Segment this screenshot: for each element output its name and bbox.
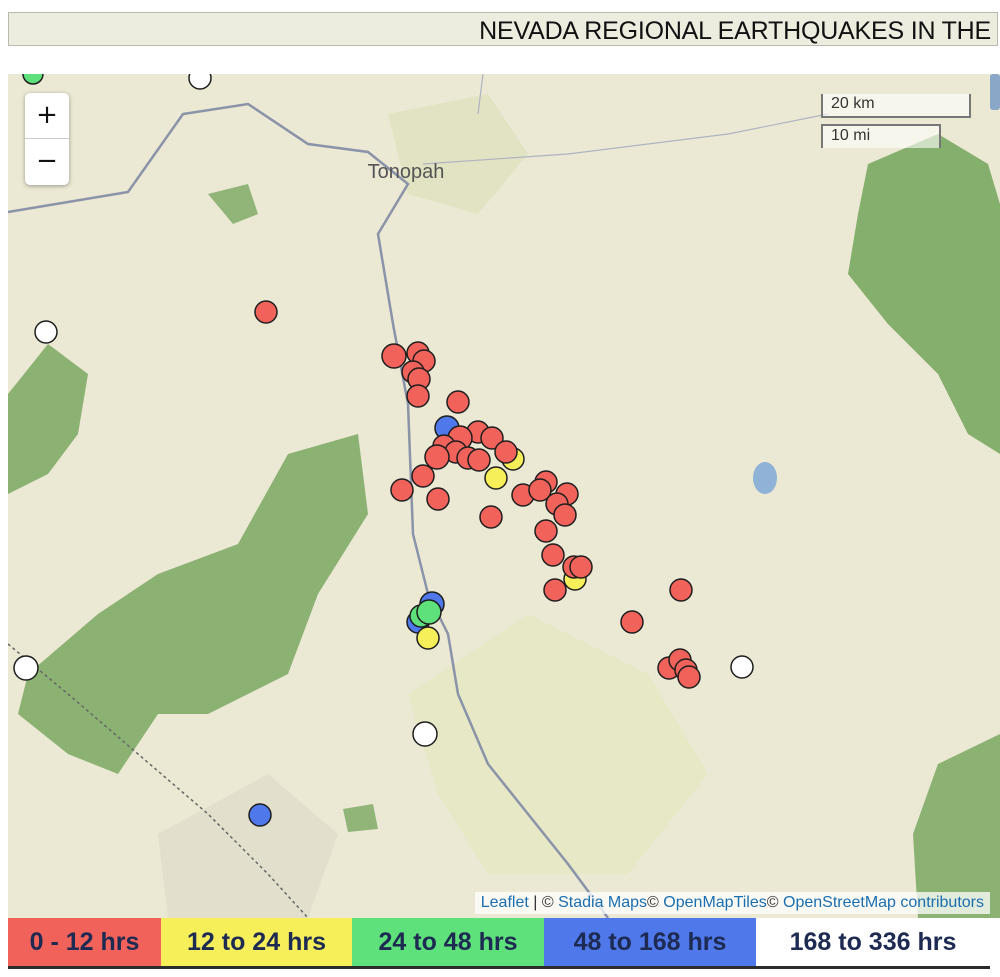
legend-item-0-12: 0 - 12 hrs	[8, 918, 161, 966]
page-title: NEVADA REGIONAL EARTHQUAKES IN THE	[479, 17, 991, 45]
valley-patch	[408, 614, 708, 874]
quake-marker-0-12	[541, 543, 565, 567]
quake-marker-0-12	[426, 487, 450, 511]
quake-marker-0-12	[446, 390, 470, 414]
quake-marker-24-48	[416, 599, 442, 625]
quake-marker-12-24	[416, 626, 440, 650]
county-boundary	[422, 113, 829, 165]
quake-marker-0-12	[480, 426, 504, 450]
quake-marker-0-12	[467, 448, 491, 472]
state-border	[8, 643, 309, 918]
ridge-patch	[158, 774, 338, 918]
copyright-symbol: ©	[766, 894, 779, 911]
quake-marker-168-336	[412, 721, 438, 747]
attribution-separator: |	[533, 894, 538, 911]
quake-marker-24-48	[22, 74, 44, 85]
quake-marker-0-12	[528, 478, 552, 502]
earthquake-markers	[13, 74, 754, 827]
quake-marker-168-336	[188, 74, 212, 90]
quake-marker-0-12	[534, 519, 558, 543]
quake-marker-0-12	[620, 610, 644, 634]
legend-item-168-336: 168 to 336 hrs	[756, 918, 990, 966]
quake-marker-0-12	[406, 384, 430, 408]
age-legend: 0 - 12 hrs 12 to 24 hrs 24 to 48 hrs 48 …	[8, 918, 990, 966]
quake-marker-0-12	[543, 578, 567, 602]
quake-marker-0-12	[479, 505, 503, 529]
quake-marker-12-24	[484, 466, 508, 490]
zoom-out-button[interactable]: −	[36, 146, 58, 176]
zoom-in-button[interactable]: +	[25, 93, 69, 139]
county-boundary	[477, 74, 484, 115]
quake-marker-0-12	[254, 300, 278, 324]
valley-patch	[388, 94, 528, 214]
stadia-link[interactable]: Stadia Maps	[558, 894, 648, 911]
quake-marker-168-336	[34, 320, 58, 344]
leaflet-link[interactable]: Leaflet	[480, 894, 529, 911]
copyright-symbol: ©	[541, 894, 554, 911]
legend-item-48-168: 48 to 168 hrs	[544, 918, 756, 966]
title-bar: NEVADA REGIONAL EARTHQUAKES IN THE	[8, 12, 998, 46]
scale-bar-km: 20 km	[821, 94, 971, 118]
quake-marker-168-336	[730, 655, 754, 679]
quake-marker-0-12	[390, 478, 414, 502]
quake-marker-0-12	[424, 444, 450, 470]
openmaptiles-link[interactable]: OpenMapTiles	[663, 894, 767, 911]
openstreetmap-link[interactable]: OpenStreetMap contributors	[783, 894, 984, 911]
quake-marker-0-12	[569, 555, 593, 579]
place-label-tonopah: Tonopah	[368, 161, 445, 183]
forest-area	[18, 434, 368, 774]
zoom-control: + −	[25, 93, 69, 185]
legend-divider	[8, 966, 990, 969]
scale-bar-mi: 10 mi	[821, 124, 941, 148]
quake-marker-0-12	[677, 665, 701, 689]
copyright-symbol: ©	[647, 894, 659, 911]
earthquake-map[interactable]: Tonopah	[8, 74, 1000, 918]
quake-marker-0-12	[411, 464, 435, 488]
quake-marker-0-12	[381, 343, 407, 369]
forest-area	[343, 804, 378, 832]
quake-marker-48-168	[248, 803, 272, 827]
quake-marker-0-12	[494, 440, 518, 464]
quake-marker-168-336	[13, 655, 39, 681]
legend-item-24-48: 24 to 48 hrs	[352, 918, 544, 966]
lake	[753, 462, 777, 494]
map-attribution: Leaflet | © Stadia Maps© OpenMapTiles© O…	[474, 892, 990, 914]
page-scrollbar[interactable]	[990, 74, 1000, 110]
forest-area	[208, 184, 258, 224]
forest-area	[913, 734, 1000, 918]
legend-item-12-24: 12 to 24 hrs	[161, 918, 352, 966]
forest-area	[848, 134, 1000, 454]
quake-marker-0-12	[669, 578, 693, 602]
map-tiles[interactable]: Tonopah	[8, 74, 1000, 918]
quake-marker-0-12	[553, 503, 577, 527]
forest-area	[8, 344, 88, 494]
